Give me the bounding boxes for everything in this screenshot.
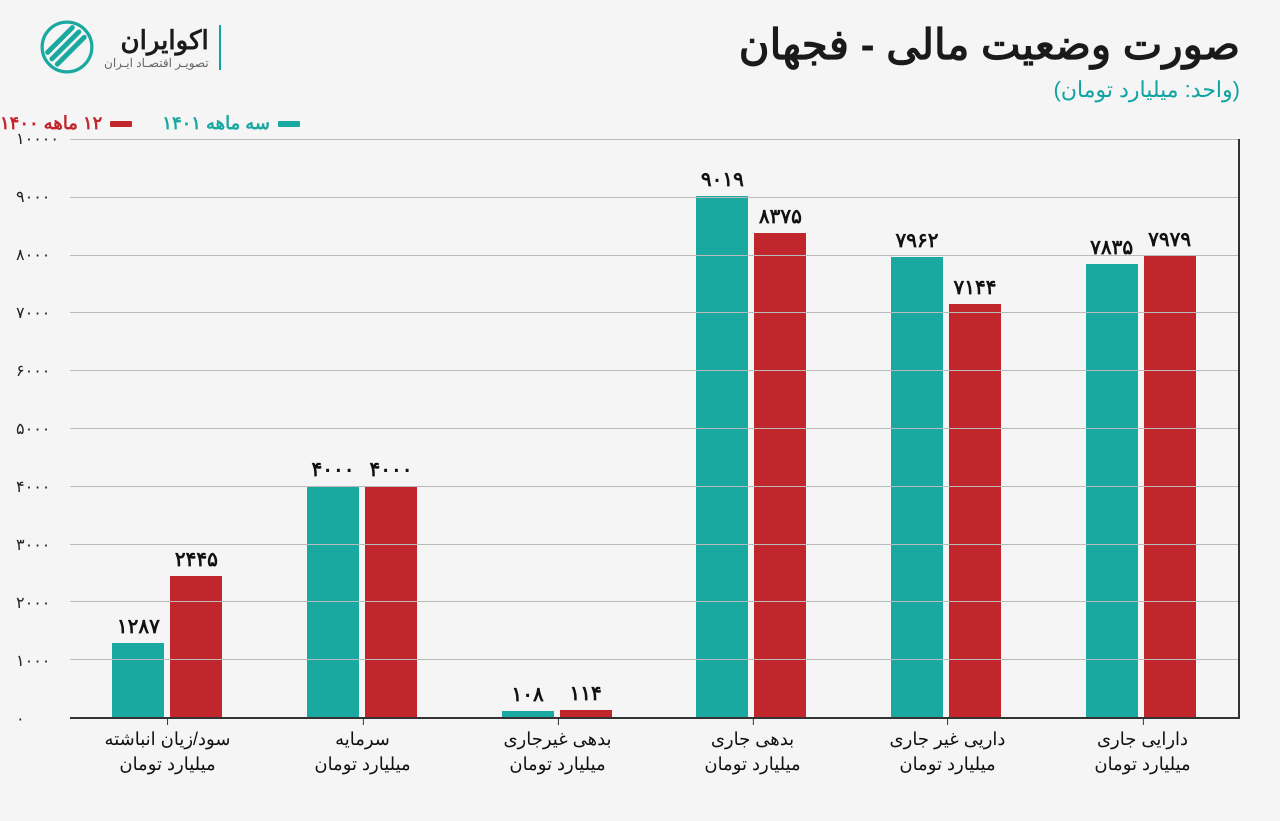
- grid-line: [70, 312, 1238, 313]
- grid-line: [70, 659, 1238, 660]
- y-tick-label: ۳۰۰۰: [10, 535, 70, 555]
- grid-line: [70, 601, 1238, 602]
- x-axis-labels: دارایی جاریمیلیارد تومان داریی غیر جاریمی…: [70, 727, 1240, 797]
- y-tick-label: ۹۰۰۰: [10, 187, 70, 207]
- bar-value-label: ۷۱۴۴: [954, 275, 997, 300]
- page-subtitle: (واحد: میلیارد تومان): [739, 77, 1240, 103]
- grid-line: [70, 255, 1238, 256]
- bar: ۷۸۳۵: [1086, 264, 1138, 717]
- brand-logo: اکوایران تصویـر اقتصـاد ایـران: [40, 20, 225, 74]
- logo-text-main: اکوایران: [104, 25, 209, 56]
- x-axis-label: داریی غیر جاریمیلیارد تومان: [890, 727, 1006, 777]
- bar-value-label: ۱۰۸: [512, 682, 544, 707]
- legend-swatch: [278, 121, 300, 127]
- y-tick-label: ۰: [10, 709, 70, 729]
- chart-area: ۰۱۰۰۰۲۰۰۰۳۰۰۰۴۰۰۰۵۰۰۰۶۰۰۰۷۰۰۰۸۰۰۰۹۰۰۰۱۰۰…: [70, 139, 1240, 719]
- y-tick-label: ۱۰۰۰۰: [10, 129, 70, 149]
- bar-value-label: ۷۹۷۹: [1148, 227, 1191, 252]
- bar: ۷۹۶۲: [891, 257, 943, 717]
- bar-value-label: ۷۸۳۵: [1090, 235, 1133, 260]
- y-tick-label: ۷۰۰۰: [10, 303, 70, 323]
- grid-line: [70, 486, 1238, 487]
- legend-swatch: [110, 121, 132, 127]
- bar: ۹۰۱۹: [696, 196, 748, 717]
- grid-line: [70, 197, 1238, 198]
- bar-value-label: ۱۱۴: [570, 681, 602, 706]
- bar-value-label: ۴۰۰۰: [370, 457, 413, 482]
- x-axis-label: بدهی غیرجاریمیلیارد تومان: [503, 727, 611, 777]
- y-tick-label: ۱۰۰۰: [10, 651, 70, 671]
- x-axis-label: بدهی جاریمیلیارد تومان: [704, 727, 800, 777]
- header: صورت وضعیت مالی - فجهان (واحد: میلیارد ت…: [0, 0, 1280, 113]
- legend-item: سه ماهه ۱۴۰۱: [162, 113, 300, 134]
- bar: ۸۳۷۵: [754, 233, 806, 717]
- y-tick-label: ۵۰۰۰: [10, 419, 70, 439]
- bar-value-label: ۷۹۶۲: [896, 228, 939, 253]
- x-axis-label: سرمایهمیلیارد تومان: [314, 727, 410, 777]
- grid-line: [70, 428, 1238, 429]
- x-axis-label: دارایی جاریمیلیارد تومان: [1094, 727, 1190, 777]
- chart-legend: سه ماهه ۱۴۰۱۱۲ ماهه ۱۴۰۰: [0, 113, 1280, 139]
- y-axis: ۰۱۰۰۰۲۰۰۰۳۰۰۰۴۰۰۰۵۰۰۰۶۰۰۰۷۰۰۰۸۰۰۰۹۰۰۰۱۰۰…: [10, 139, 70, 719]
- bar: ۷۱۴۴: [949, 304, 1001, 717]
- x-axis-label: سود/زیان انباشتهمیلیارد تومان: [105, 727, 231, 777]
- y-tick-label: ۶۰۰۰: [10, 361, 70, 381]
- title-block: صورت وضعیت مالی - فجهان (واحد: میلیارد ت…: [739, 20, 1240, 103]
- y-tick-label: ۸۰۰۰: [10, 245, 70, 265]
- grid-line: [70, 544, 1238, 545]
- legend-label: سه ماهه ۱۴۰۱: [162, 113, 270, 134]
- bar-value-label: ۸۳۷۵: [759, 204, 802, 229]
- bar: ۲۴۴۵: [170, 576, 222, 717]
- page-title: صورت وضعیت مالی - فجهان: [739, 20, 1240, 69]
- ecoiran-logo-icon: [40, 20, 94, 74]
- bar-value-label: ۹۰۱۹: [701, 167, 744, 192]
- y-tick-label: ۲۰۰۰: [10, 593, 70, 613]
- bar-value-label: ۲۴۴۵: [175, 547, 218, 572]
- bar: ۱۱۴: [560, 710, 612, 717]
- y-tick-label: ۴۰۰۰: [10, 477, 70, 497]
- bar: ۱۰۸: [502, 711, 554, 717]
- bar: ۱۲۸۷: [112, 643, 164, 717]
- bar-value-label: ۴۰۰۰: [312, 457, 355, 482]
- grid-line: [70, 370, 1238, 371]
- grid-line: [70, 139, 1238, 140]
- plot-area: ۷۸۳۵۷۹۷۹۷۹۶۲۷۱۴۴۹۰۱۹۸۳۷۵۱۰۸۱۱۴۴۰۰۰۴۰۰۰۱۲…: [70, 139, 1240, 719]
- logo-text-sub: تصویـر اقتصـاد ایـران: [104, 56, 209, 70]
- bar-value-label: ۱۲۸۷: [117, 614, 160, 639]
